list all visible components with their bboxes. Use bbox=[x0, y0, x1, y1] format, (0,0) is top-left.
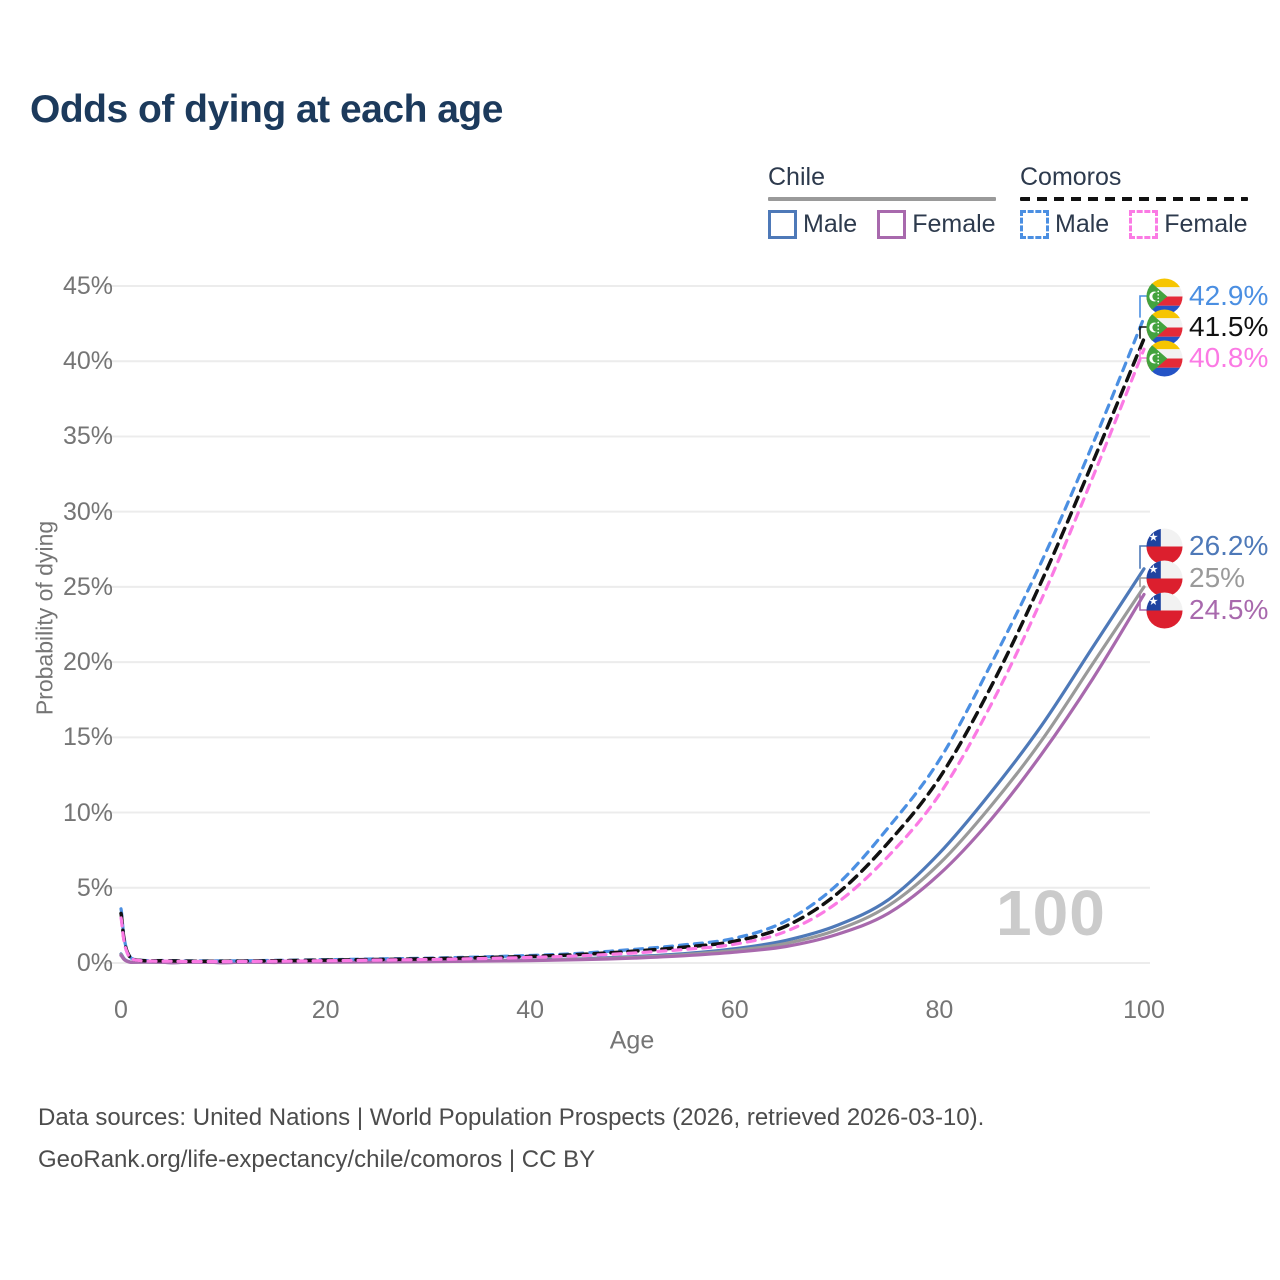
end-label-connector-comoros-female bbox=[1139, 349, 1147, 359]
y-tick-label-10: 10% bbox=[62, 798, 113, 827]
legend-item-comoros-male[interactable]: Male bbox=[1020, 210, 1109, 239]
x-tick-label-20: 20 bbox=[311, 996, 340, 1024]
end-label-chile-female: 24.5% bbox=[1146, 591, 1268, 629]
end-label-value-chile-male: 26.2% bbox=[1189, 530, 1269, 561]
series-line-chile-both[interactable] bbox=[119, 585, 1146, 965]
footer-attribution: GeoRank.org/life-expectancy/chile/comoro… bbox=[38, 1146, 596, 1173]
y-tick-label-5: 5% bbox=[76, 873, 113, 902]
end-label-value-comoros-both: 41.5% bbox=[1189, 311, 1269, 342]
chile-flag bbox=[1146, 591, 1183, 629]
legend-item-chile-female[interactable]: Female bbox=[877, 210, 996, 239]
x-tick-label-100: 100 bbox=[1123, 996, 1165, 1024]
end-label-comoros-female: 40.8% bbox=[1146, 339, 1268, 377]
y-tick-label-45: 45% bbox=[62, 272, 113, 300]
end-label-chile-male: 26.2% bbox=[1146, 527, 1268, 565]
legend-item-comoros-female[interactable]: Female bbox=[1129, 210, 1248, 239]
y-tick-label-20: 20% bbox=[62, 648, 113, 677]
y-tick-label-40: 40% bbox=[62, 347, 113, 376]
legend-item-chile-male[interactable]: Male bbox=[768, 210, 857, 239]
series-line-comoros-male[interactable] bbox=[119, 316, 1146, 963]
end-label-connector-comoros-both bbox=[1139, 326, 1147, 339]
x-axis-title: Age bbox=[609, 1026, 655, 1055]
y-tick-label-0: 0% bbox=[76, 949, 113, 977]
x-tick-label-60: 60 bbox=[720, 996, 749, 1024]
end-label-connector-chile-female bbox=[1139, 594, 1147, 611]
legend-swatch-comoros-female[interactable] bbox=[1129, 210, 1159, 239]
legend-country-label-comoros: Comoros bbox=[1020, 163, 1122, 191]
legend-group-comoros: Comoros Male Female bbox=[1020, 163, 1248, 239]
legend-group-chile: Chile Male Female bbox=[768, 163, 996, 239]
x-tick-label-0: 0 bbox=[114, 996, 128, 1024]
end-label-value-chile-female: 24.5% bbox=[1189, 594, 1269, 625]
end-label-value-comoros-male: 42.9% bbox=[1189, 280, 1269, 311]
legend-underline-comoros-dashed bbox=[1020, 197, 1248, 201]
legend-item-label-comoros-male: Male bbox=[1055, 210, 1110, 238]
y-axis-title: Probability of dying bbox=[31, 520, 58, 716]
y-tick-label-35: 35% bbox=[62, 422, 113, 451]
page-title: Odds of dying at each age bbox=[30, 88, 503, 131]
x-tick-label-80: 80 bbox=[925, 996, 954, 1024]
legend-swatch-comoros-male[interactable] bbox=[1020, 210, 1049, 239]
end-label-connector-chile-both bbox=[1139, 577, 1147, 587]
legend-underline-chile-solid bbox=[768, 197, 996, 201]
y-tick-label-25: 25% bbox=[62, 572, 113, 601]
age-watermark: 100 bbox=[996, 877, 1106, 949]
legend-country-chile: Chile bbox=[768, 163, 996, 201]
chile-flag-icon bbox=[1146, 527, 1183, 565]
y-tick-label-15: 15% bbox=[62, 723, 113, 752]
chile-flag-icon bbox=[1146, 559, 1183, 597]
series-line-comoros-female[interactable] bbox=[119, 347, 1146, 964]
x-tick-label-40: 40 bbox=[516, 996, 545, 1024]
legend-item-label-comoros-female: Female bbox=[1164, 210, 1248, 238]
legend-swatch-chile-female[interactable] bbox=[877, 210, 907, 239]
chile-flag bbox=[1146, 527, 1183, 565]
legend-item-label-chile-male: Male bbox=[803, 210, 858, 238]
legend-country-comoros: Comoros bbox=[1020, 163, 1248, 201]
end-label-connector-chile-male bbox=[1139, 545, 1147, 569]
footer-sources: Data sources: United Nations | World Pop… bbox=[38, 1104, 985, 1131]
series-line-chile-male[interactable] bbox=[119, 567, 1146, 965]
end-label-value-chile-both: 25% bbox=[1189, 562, 1246, 593]
end-label-value-comoros-female: 40.8% bbox=[1189, 342, 1269, 373]
end-label-chile-both: 25% bbox=[1146, 559, 1245, 597]
end-label-connector-comoros-male bbox=[1139, 295, 1147, 318]
y-tick-label-30: 30% bbox=[62, 497, 113, 526]
series-line-comoros-both[interactable] bbox=[119, 336, 1146, 963]
end-label-comoros-male: 42.9% bbox=[1146, 277, 1268, 315]
comoros-flag bbox=[1146, 339, 1183, 377]
legend-swatch-chile-male[interactable] bbox=[768, 210, 797, 239]
comoros-flag-icon bbox=[1146, 339, 1183, 377]
series-line-chile-female[interactable] bbox=[119, 592, 1146, 965]
legend-item-label-chile-female: Female bbox=[912, 210, 996, 238]
chile-flag bbox=[1146, 559, 1183, 597]
legend-country-label-chile: Chile bbox=[768, 163, 825, 191]
chile-flag-icon bbox=[1146, 591, 1183, 629]
